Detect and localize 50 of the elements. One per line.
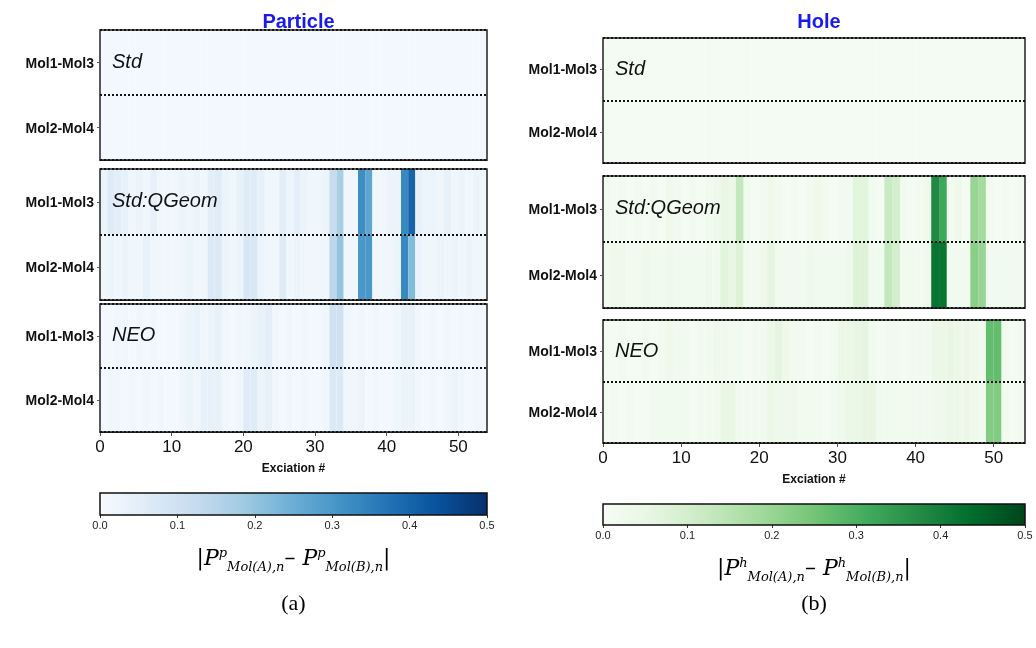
color-bar-label: 0.1 (169, 518, 186, 531)
annotation: NEO (112, 323, 156, 346)
x-tick-label: 10 (162, 437, 182, 456)
y-tick-label: Mol1-Mol3 (25, 54, 95, 71)
chart-title: Hole (797, 10, 841, 32)
y-tick-label: Mol1-Mol3 (25, 193, 95, 210)
x-tick-label: 50 (984, 448, 1004, 467)
y-tick-label: Mol2-Mol4 (25, 392, 95, 408)
chart-title: Particle (262, 10, 335, 32)
x-tick-label: 20 (749, 448, 769, 467)
y-tick-label: Mol1-Mol3 (528, 201, 598, 217)
annotation: Std:QGeom (112, 188, 218, 211)
color-bar-label: 0.5 (1017, 528, 1033, 541)
color-bar-label: 0.2 (247, 518, 263, 531)
x-tick-label: 40 (377, 437, 397, 456)
x-tick-label: 30 (305, 437, 325, 456)
y-tick-label: Mol2-Mol4 (25, 119, 95, 136)
y-tick-label: Mol2-Mol4 (25, 259, 95, 276)
color-bar-label: 0.0 (92, 518, 108, 531)
y-tick-label: Mol2-Mol4 (528, 267, 598, 283)
x-tick-label: 30 (827, 448, 847, 467)
color-bar-label: 0.2 (764, 528, 780, 541)
y-tick-label: Mol1-Mol3 (528, 342, 598, 359)
x-tick-label: 50 (448, 437, 468, 456)
text: (b) (800, 590, 828, 616)
color-bar-label: 0.0 (595, 528, 611, 541)
y-tick-label: Mol2-Mol4 (528, 123, 598, 140)
color-bar-label: 0.5 (479, 518, 495, 531)
x-tick-label: 0 (95, 437, 105, 456)
x-tick-label: 0 (598, 448, 608, 467)
annotation: Std (112, 49, 143, 72)
color-bar-title: |P$^{p}$$_{Mol(A),n}$– P$^{p}$$_{Mol(B),n}$| (195, 545, 392, 574)
text: (a) (280, 590, 307, 616)
color-bar-label: 0.3 (324, 518, 340, 531)
color-bar-title: |P$^{h}$$_{Mol(A),n}$– P$^{h}$$_{Mol(B),n}$| (716, 555, 912, 584)
y-tick-label: Mol1-Mol3 (25, 328, 95, 344)
x-axis-title: Exciation # (261, 461, 326, 475)
color-bar-label: 0.1 (679, 528, 696, 541)
x-tick-label: 40 (906, 448, 926, 467)
annotation: Std (615, 57, 646, 79)
color-bar-label: 0.4 (401, 518, 418, 531)
annotation: Std:QGeom (615, 196, 721, 219)
color-bar-label: 0.4 (932, 528, 949, 541)
x-axis-title: Exciation # (782, 472, 846, 486)
x-tick-label: 20 (233, 437, 253, 456)
x-tick-label: 10 (671, 448, 691, 467)
color-bar-label: 0.3 (848, 528, 864, 541)
y-tick-label: Mol2-Mol4 (528, 404, 598, 421)
y-tick-label: Mol1-Mol3 (528, 61, 598, 78)
annotation: NEO (615, 338, 659, 361)
